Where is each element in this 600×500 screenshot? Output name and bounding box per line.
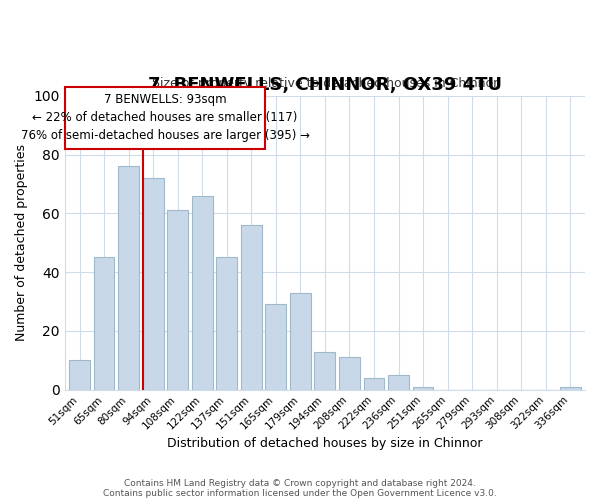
X-axis label: Distribution of detached houses by size in Chinnor: Distribution of detached houses by size … <box>167 437 482 450</box>
Bar <box>314 352 335 390</box>
Bar <box>118 166 139 390</box>
Bar <box>192 196 212 390</box>
Text: Contains public sector information licensed under the Open Government Licence v3: Contains public sector information licen… <box>103 488 497 498</box>
Bar <box>364 378 385 390</box>
Bar <box>241 225 262 390</box>
Text: Contains HM Land Registry data © Crown copyright and database right 2024.: Contains HM Land Registry data © Crown c… <box>124 478 476 488</box>
Y-axis label: Number of detached properties: Number of detached properties <box>15 144 28 341</box>
Bar <box>143 178 164 390</box>
Bar <box>94 258 115 390</box>
Bar <box>413 387 433 390</box>
Bar <box>560 387 581 390</box>
Text: 7 BENWELLS: 93sqm
← 22% of detached houses are smaller (117)
76% of semi-detache: 7 BENWELLS: 93sqm ← 22% of detached hous… <box>20 94 310 142</box>
Bar <box>167 210 188 390</box>
Text: Size of property relative to detached houses in Chinnor: Size of property relative to detached ho… <box>152 77 498 90</box>
Bar <box>388 375 409 390</box>
Bar <box>290 292 311 390</box>
Bar <box>217 258 237 390</box>
Bar <box>265 304 286 390</box>
Bar <box>69 360 90 390</box>
Bar <box>339 358 360 390</box>
Title: 7, BENWELLS, CHINNOR, OX39 4TU: 7, BENWELLS, CHINNOR, OX39 4TU <box>148 76 502 94</box>
